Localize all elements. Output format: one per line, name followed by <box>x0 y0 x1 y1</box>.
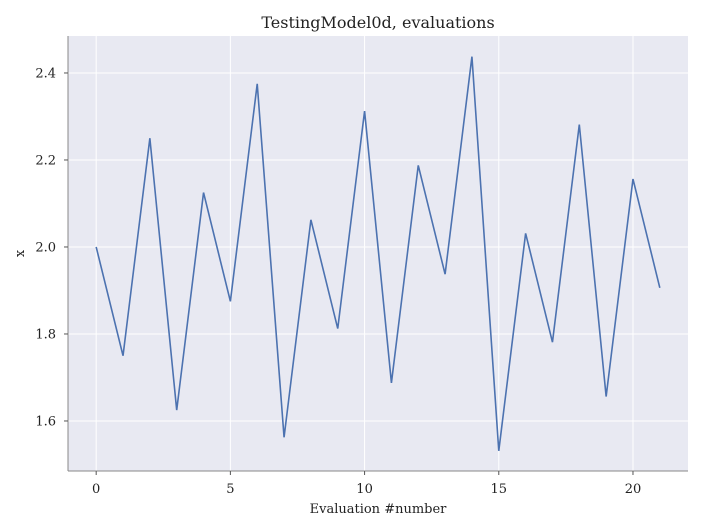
x-axis-label: Evaluation #number <box>310 502 448 517</box>
y-tick-label: 2.2 <box>35 153 56 168</box>
x-tick-label: 15 <box>491 482 508 497</box>
y-axis-label: x <box>13 249 28 257</box>
x-tick-label: 20 <box>625 482 642 497</box>
axes <box>67 36 688 472</box>
chart-title: TestingModel0d, evaluations <box>261 13 494 32</box>
y-tick-label: 2.0 <box>35 240 56 255</box>
tick-labels: 0 5 10 15 20 1.6 1.8 2.0 2.2 2.4 <box>35 66 641 497</box>
grid-lines <box>68 36 688 471</box>
x-tick-label: 5 <box>226 482 234 497</box>
x-tick-label: 10 <box>356 482 373 497</box>
x-tick-label: 0 <box>92 482 100 497</box>
series-line <box>95 56 661 451</box>
series-layer <box>95 56 661 451</box>
y-tick-label: 1.8 <box>35 327 56 342</box>
y-tick-label: 1.6 <box>35 414 56 429</box>
y-tick-label: 2.4 <box>35 66 56 81</box>
